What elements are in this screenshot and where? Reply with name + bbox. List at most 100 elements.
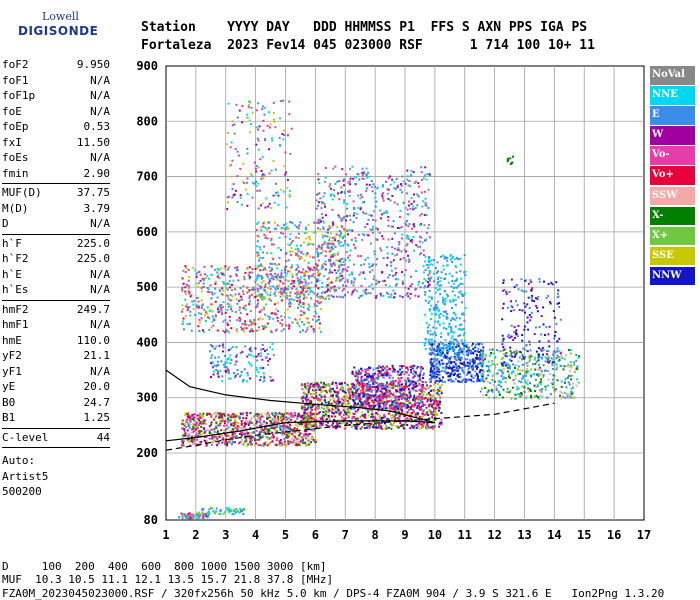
echo-point	[296, 294, 298, 297]
echo-point	[459, 373, 461, 376]
echo-point	[317, 252, 320, 254]
echo-point	[384, 384, 387, 387]
echo-point	[258, 274, 261, 277]
echo-point	[397, 398, 400, 401]
echo-point	[390, 405, 392, 408]
echo-point	[466, 354, 469, 357]
echo-point	[385, 396, 388, 399]
echo-point	[317, 246, 320, 249]
echo-point	[358, 381, 360, 384]
echo-point	[356, 388, 359, 391]
echo-point	[209, 431, 211, 434]
echo-point	[337, 391, 340, 394]
echo-point	[343, 215, 346, 218]
echo-point	[283, 311, 286, 314]
echo-point	[269, 297, 271, 300]
echo-point	[208, 512, 211, 515]
echo-point	[200, 304, 203, 307]
echo-point	[206, 274, 209, 277]
echo-point	[313, 305, 316, 308]
echo-point	[377, 409, 380, 412]
echo-point	[218, 513, 221, 516]
echo-point	[181, 517, 184, 520]
echo-point	[230, 419, 233, 422]
echo-point	[379, 247, 382, 250]
echo-point	[549, 373, 552, 375]
echo-point	[535, 386, 538, 388]
echo-point	[327, 297, 330, 300]
echo-point	[249, 275, 252, 278]
echo-point	[322, 201, 325, 204]
echo-point	[236, 428, 239, 431]
echo-point	[220, 271, 223, 274]
echo-point	[351, 389, 354, 392]
echo-point	[192, 442, 195, 445]
echo-point	[420, 252, 423, 255]
echo-point	[426, 397, 429, 400]
echo-point	[307, 422, 310, 425]
echo-point	[450, 342, 453, 345]
echo-point	[421, 404, 423, 407]
echo-point	[355, 240, 357, 243]
echo-point	[437, 373, 440, 376]
echo-point	[427, 277, 430, 280]
echo-point	[431, 346, 434, 349]
echo-point	[331, 383, 334, 385]
echo-point	[449, 374, 452, 376]
echo-point	[431, 416, 434, 419]
echo-point	[359, 389, 362, 392]
echo-point	[461, 361, 464, 364]
echo-point	[384, 386, 387, 389]
echo-point	[291, 264, 294, 267]
echo-point	[184, 291, 187, 293]
echo-point	[369, 383, 372, 386]
echo-point	[295, 441, 297, 444]
echo-point	[272, 427, 275, 430]
echo-point	[388, 390, 391, 392]
echo-point	[291, 432, 294, 435]
echo-point	[185, 421, 188, 423]
x-tick-label: 14	[547, 528, 561, 542]
echo-point	[313, 315, 316, 318]
echo-point	[347, 266, 350, 269]
echo-point	[394, 278, 397, 281]
echo-point	[524, 375, 527, 377]
echo-point	[248, 297, 251, 300]
echo-point	[280, 287, 283, 290]
echo-point	[213, 431, 216, 433]
echo-point	[430, 358, 433, 360]
echo-point	[426, 400, 429, 403]
echo-point	[247, 443, 250, 446]
echo-point	[301, 320, 304, 323]
echo-point	[249, 427, 252, 429]
echo-point	[221, 438, 224, 441]
echo-point	[371, 375, 374, 378]
echo-point	[227, 297, 230, 300]
echo-point	[398, 402, 401, 405]
echo-point	[380, 425, 383, 428]
echo-point	[313, 276, 316, 279]
echo-point	[282, 422, 285, 425]
echo-point	[336, 295, 338, 298]
echo-point	[263, 442, 266, 445]
echo-point	[441, 353, 444, 356]
echo-point	[181, 437, 184, 439]
echo-point	[307, 293, 310, 296]
param-value: 2.90	[83, 166, 111, 180]
echo-point	[511, 371, 514, 374]
echo-point	[438, 371, 441, 373]
echo-point	[333, 236, 336, 239]
echo-point	[368, 372, 370, 375]
echo-point	[413, 427, 416, 430]
echo-point	[215, 415, 217, 418]
echo-point	[254, 323, 257, 326]
echo-point	[383, 212, 386, 214]
echo-point	[274, 439, 277, 441]
echo-point	[253, 423, 256, 426]
echo-point	[315, 406, 318, 409]
echo-point	[333, 390, 336, 393]
echo-point	[331, 255, 334, 258]
echo-point	[365, 379, 368, 382]
echo-point	[474, 356, 477, 359]
echo-point	[312, 273, 315, 276]
